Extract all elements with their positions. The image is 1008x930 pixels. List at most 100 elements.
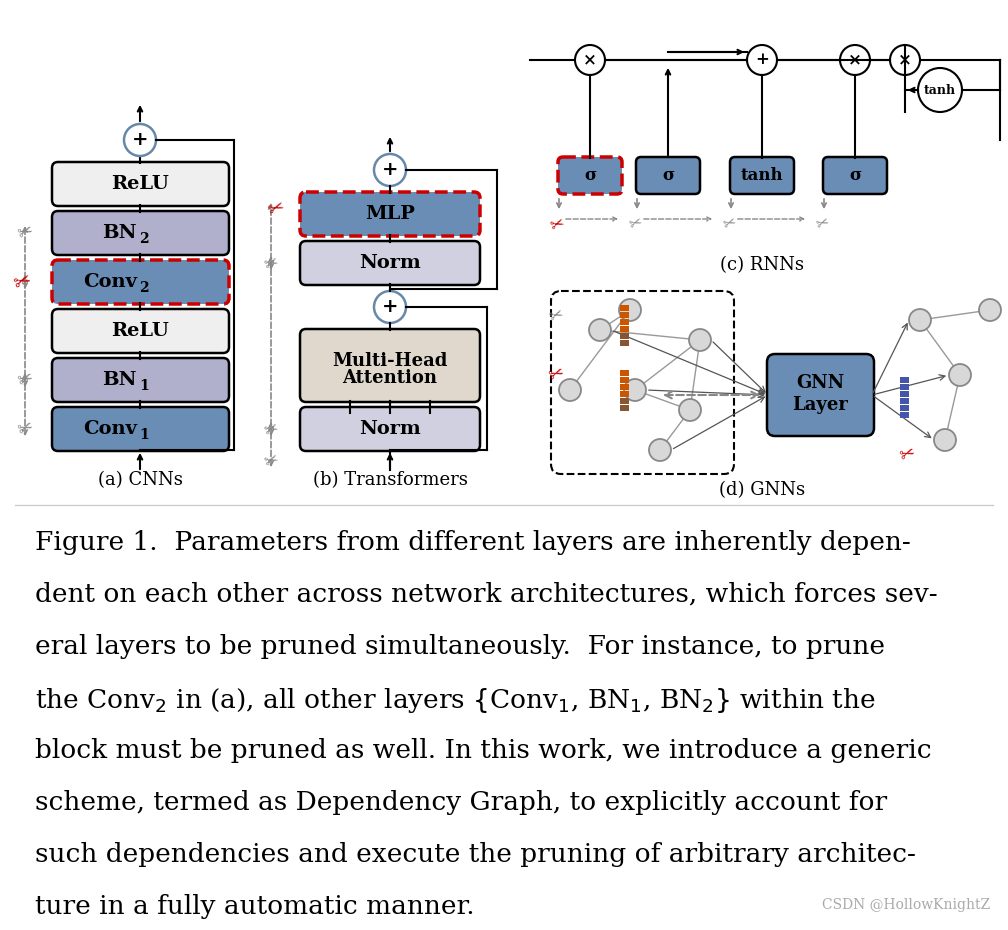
Text: eral layers to be pruned simultaneously.  For instance, to prune: eral layers to be pruned simultaneously.… [35,634,885,659]
Bar [620,333,629,339]
Text: σ: σ [584,166,596,183]
Text: ✂: ✂ [897,444,917,466]
Text: Multi-Head: Multi-Head [333,352,448,369]
Circle shape [374,154,406,186]
Text: Layer: Layer [792,396,848,414]
FancyBboxPatch shape [52,211,229,255]
Circle shape [890,45,920,75]
Circle shape [747,45,777,75]
Text: 1: 1 [139,428,149,442]
Text: 2: 2 [139,232,148,246]
Bar [620,312,629,318]
Text: the Conv$_{\mathsf{2}}$ in (a), all other layers $\{$Conv$_{\mathsf{1}}$, BN$_{\: the Conv$_{\mathsf{2}}$ in (a), all othe… [35,686,876,715]
Text: CSDN @HollowKnightZ: CSDN @HollowKnightZ [822,898,990,912]
Text: ✂: ✂ [261,449,280,471]
Circle shape [949,364,971,386]
Circle shape [649,439,671,461]
Text: 1: 1 [139,379,149,393]
Text: σ: σ [849,166,861,183]
Bar [620,377,629,383]
Text: ✂: ✂ [15,222,35,244]
Circle shape [679,399,701,421]
FancyBboxPatch shape [767,354,874,436]
Text: σ: σ [662,166,674,183]
FancyBboxPatch shape [52,162,229,206]
Circle shape [979,299,1001,321]
Text: Norm: Norm [359,420,421,438]
Bar [900,398,909,404]
Text: ✂: ✂ [545,364,566,386]
Bar [620,398,629,404]
FancyBboxPatch shape [730,157,794,194]
Text: (c) RNNs: (c) RNNs [720,256,804,274]
Text: ✂: ✂ [10,270,33,295]
FancyBboxPatch shape [636,157,700,194]
Circle shape [575,45,605,75]
Text: scheme, termed as Dependency Graph, to explicitly account for: scheme, termed as Dependency Graph, to e… [35,790,887,815]
Text: +: + [755,51,769,69]
Text: ✂: ✂ [15,369,35,391]
Text: (b) Transformers: (b) Transformers [312,471,468,489]
Text: +: + [382,161,398,179]
Text: MLP: MLP [365,205,415,223]
Text: ×: × [583,51,597,69]
Circle shape [934,429,956,451]
Text: ✂: ✂ [626,215,643,233]
Text: ✂: ✂ [547,213,566,235]
Circle shape [840,45,870,75]
Bar [900,377,909,383]
FancyBboxPatch shape [300,192,480,236]
FancyBboxPatch shape [300,241,480,285]
Bar [620,340,629,346]
Text: ReLU: ReLU [111,322,169,340]
Circle shape [124,124,156,156]
Text: dent on each other across network architectures, which forces sev-: dent on each other across network archit… [35,582,937,607]
Bar [620,319,629,325]
Text: (d) GNNs: (d) GNNs [719,481,805,499]
Text: +: + [382,298,398,316]
Text: +: + [132,131,148,149]
Circle shape [374,291,406,323]
Text: ✂: ✂ [261,252,280,273]
Text: ReLU: ReLU [111,175,169,193]
Bar [900,412,909,418]
Bar [620,370,629,376]
Bar [620,305,629,311]
Text: ×: × [848,51,862,69]
Bar [620,405,629,411]
Text: Conv: Conv [83,420,137,438]
Circle shape [624,379,646,401]
Text: ✂: ✂ [546,304,565,326]
Text: Figure 1.  Parameters from different layers are inherently depen-: Figure 1. Parameters from different laye… [35,530,911,555]
Text: ✂: ✂ [721,215,738,233]
FancyBboxPatch shape [558,157,622,194]
Text: (a) CNNs: (a) CNNs [98,471,182,489]
FancyBboxPatch shape [300,407,480,451]
Text: ✂: ✂ [265,197,287,220]
Text: ture in a fully automatic manner.: ture in a fully automatic manner. [35,894,475,919]
Circle shape [559,379,581,401]
Text: ×: × [898,51,912,69]
FancyBboxPatch shape [52,309,229,353]
Text: BN: BN [103,371,137,389]
Circle shape [909,309,931,331]
Bar [900,391,909,397]
Circle shape [689,329,711,351]
Text: block must be pruned as well. In this work, we introduce a generic: block must be pruned as well. In this wo… [35,738,931,763]
Text: Conv: Conv [83,273,137,291]
FancyBboxPatch shape [52,407,229,451]
Text: tanh: tanh [741,166,783,183]
FancyBboxPatch shape [52,260,229,304]
Text: ✂: ✂ [15,418,35,440]
FancyBboxPatch shape [823,157,887,194]
FancyBboxPatch shape [300,329,480,402]
FancyBboxPatch shape [52,358,229,402]
Text: Attention: Attention [343,368,437,387]
Text: tanh: tanh [924,84,956,97]
Text: GNN: GNN [796,374,844,392]
Circle shape [589,319,611,341]
Circle shape [619,299,641,321]
Bar [900,405,909,411]
Bar [620,326,629,332]
Text: 2: 2 [139,281,148,295]
